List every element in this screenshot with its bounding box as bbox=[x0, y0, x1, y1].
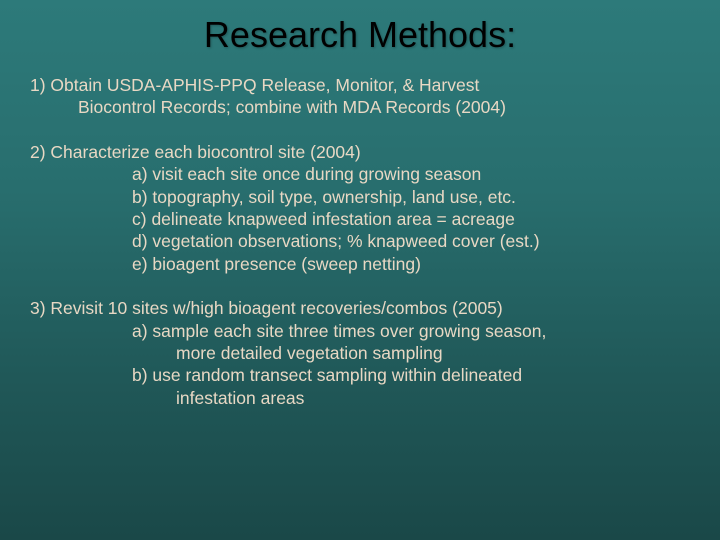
sub-item: d) vegetation observations; % knapweed c… bbox=[30, 230, 692, 252]
item-head: 1) Obtain USDA-APHIS-PPQ Release, Monito… bbox=[30, 74, 692, 96]
slide: Research Methods: 1) Obtain USDA-APHIS-P… bbox=[0, 0, 720, 540]
list-item: 2) Characterize each biocontrol site (20… bbox=[30, 141, 692, 275]
sub-item: b) use random transect sampling within d… bbox=[30, 364, 692, 386]
sub-item: b) topography, soil type, ownership, lan… bbox=[30, 186, 692, 208]
sub-item: a) visit each site once during growing s… bbox=[30, 163, 692, 185]
slide-title: Research Methods: bbox=[0, 0, 720, 74]
sub-item: c) delineate knapweed infestation area =… bbox=[30, 208, 692, 230]
sub-item: a) sample each site three times over gro… bbox=[30, 320, 692, 342]
sub-item-continuation: infestation areas bbox=[30, 387, 692, 409]
sub-item: e) bioagent presence (sweep netting) bbox=[30, 253, 692, 275]
sub-item-continuation: more detailed vegetation sampling bbox=[30, 342, 692, 364]
slide-body: 1) Obtain USDA-APHIS-PPQ Release, Monito… bbox=[0, 74, 720, 409]
item-head: 3) Revisit 10 sites w/high bioagent reco… bbox=[30, 297, 692, 319]
item-head: 2) Characterize each biocontrol site (20… bbox=[30, 141, 692, 163]
item-continuation: Biocontrol Records; combine with MDA Rec… bbox=[30, 96, 692, 118]
list-item: 3) Revisit 10 sites w/high bioagent reco… bbox=[30, 297, 692, 409]
list-item: 1) Obtain USDA-APHIS-PPQ Release, Monito… bbox=[30, 74, 692, 119]
